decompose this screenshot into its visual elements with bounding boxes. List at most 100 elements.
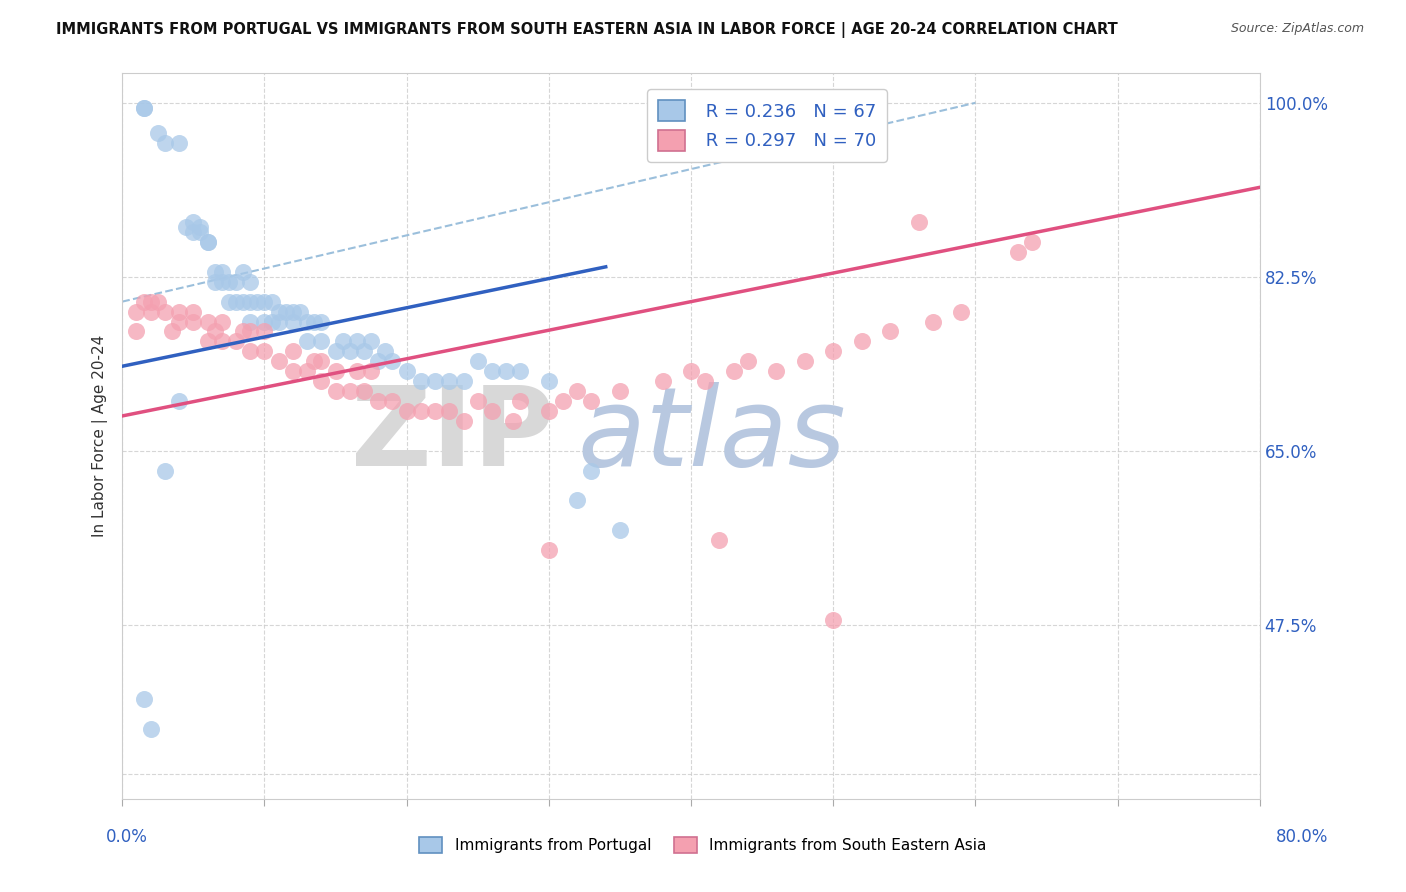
Point	[167, 304, 190, 318]
Point	[153, 304, 176, 318]
Point	[225, 275, 247, 289]
Point	[125, 304, 148, 318]
Point	[921, 314, 943, 328]
Point	[190, 225, 212, 239]
Point	[197, 314, 219, 328]
Text: 0.0%: 0.0%	[105, 828, 148, 846]
Point	[246, 294, 269, 309]
Point	[139, 294, 162, 309]
Point	[481, 364, 503, 378]
Point	[481, 404, 503, 418]
Text: ZIP: ZIP	[352, 383, 554, 490]
Point	[1021, 235, 1043, 249]
Point	[374, 344, 396, 359]
Point	[367, 354, 389, 368]
Point	[153, 464, 176, 478]
Point	[239, 344, 262, 359]
Point	[567, 384, 589, 398]
Point	[181, 225, 204, 239]
Point	[737, 354, 759, 368]
Point	[181, 215, 204, 229]
Point	[851, 334, 873, 349]
Point	[146, 126, 169, 140]
Point	[325, 384, 347, 398]
Point	[709, 533, 731, 548]
Point	[381, 394, 404, 409]
Point	[467, 354, 489, 368]
Point	[225, 294, 247, 309]
Point	[423, 374, 446, 388]
Point	[132, 101, 155, 115]
Point	[537, 543, 560, 558]
Point	[346, 364, 368, 378]
Point	[695, 374, 717, 388]
Point	[423, 404, 446, 418]
Point	[253, 344, 276, 359]
Point	[281, 344, 304, 359]
Point	[823, 613, 845, 627]
Point	[381, 354, 404, 368]
Point	[232, 294, 254, 309]
Point	[453, 374, 475, 388]
Point	[311, 374, 333, 388]
Point	[153, 136, 176, 150]
Point	[239, 325, 262, 339]
Point	[339, 384, 361, 398]
Point	[581, 394, 603, 409]
Point	[204, 265, 226, 279]
Point	[907, 215, 929, 229]
Point	[218, 275, 240, 289]
Y-axis label: In Labor Force | Age 20-24: In Labor Force | Age 20-24	[93, 334, 108, 537]
Point	[295, 314, 318, 328]
Point	[502, 414, 524, 428]
Point	[551, 394, 574, 409]
Point	[281, 364, 304, 378]
Point	[211, 275, 233, 289]
Point	[495, 364, 517, 378]
Point	[651, 374, 673, 388]
Point	[197, 235, 219, 249]
Point	[181, 314, 204, 328]
Point	[204, 275, 226, 289]
Point	[679, 364, 702, 378]
Point	[395, 364, 418, 378]
Point	[346, 334, 368, 349]
Point	[823, 344, 845, 359]
Text: atlas: atlas	[578, 383, 846, 490]
Point	[132, 692, 155, 706]
Point	[132, 101, 155, 115]
Point	[174, 220, 197, 235]
Text: Source: ZipAtlas.com: Source: ZipAtlas.com	[1230, 22, 1364, 36]
Point	[1007, 244, 1029, 259]
Point	[281, 314, 304, 328]
Point	[160, 325, 183, 339]
Point	[765, 364, 787, 378]
Point	[353, 384, 375, 398]
Point	[367, 394, 389, 409]
Point	[311, 314, 333, 328]
Point	[302, 314, 325, 328]
Point	[260, 294, 283, 309]
Point	[439, 374, 461, 388]
Point	[537, 404, 560, 418]
Point	[453, 414, 475, 428]
Point	[311, 354, 333, 368]
Point	[132, 294, 155, 309]
Point	[267, 304, 290, 318]
Point	[409, 374, 432, 388]
Point	[267, 354, 290, 368]
Text: IMMIGRANTS FROM PORTUGAL VS IMMIGRANTS FROM SOUTH EASTERN ASIA IN LABOR FORCE | : IMMIGRANTS FROM PORTUGAL VS IMMIGRANTS F…	[56, 22, 1118, 38]
Point	[609, 523, 631, 537]
Point	[281, 304, 304, 318]
Point	[260, 314, 283, 328]
Point	[211, 334, 233, 349]
Point	[232, 325, 254, 339]
Point	[211, 265, 233, 279]
Point	[253, 294, 276, 309]
Point	[509, 364, 531, 378]
Point	[139, 722, 162, 736]
Point	[439, 404, 461, 418]
Point	[311, 334, 333, 349]
Point	[146, 294, 169, 309]
Point	[950, 304, 973, 318]
